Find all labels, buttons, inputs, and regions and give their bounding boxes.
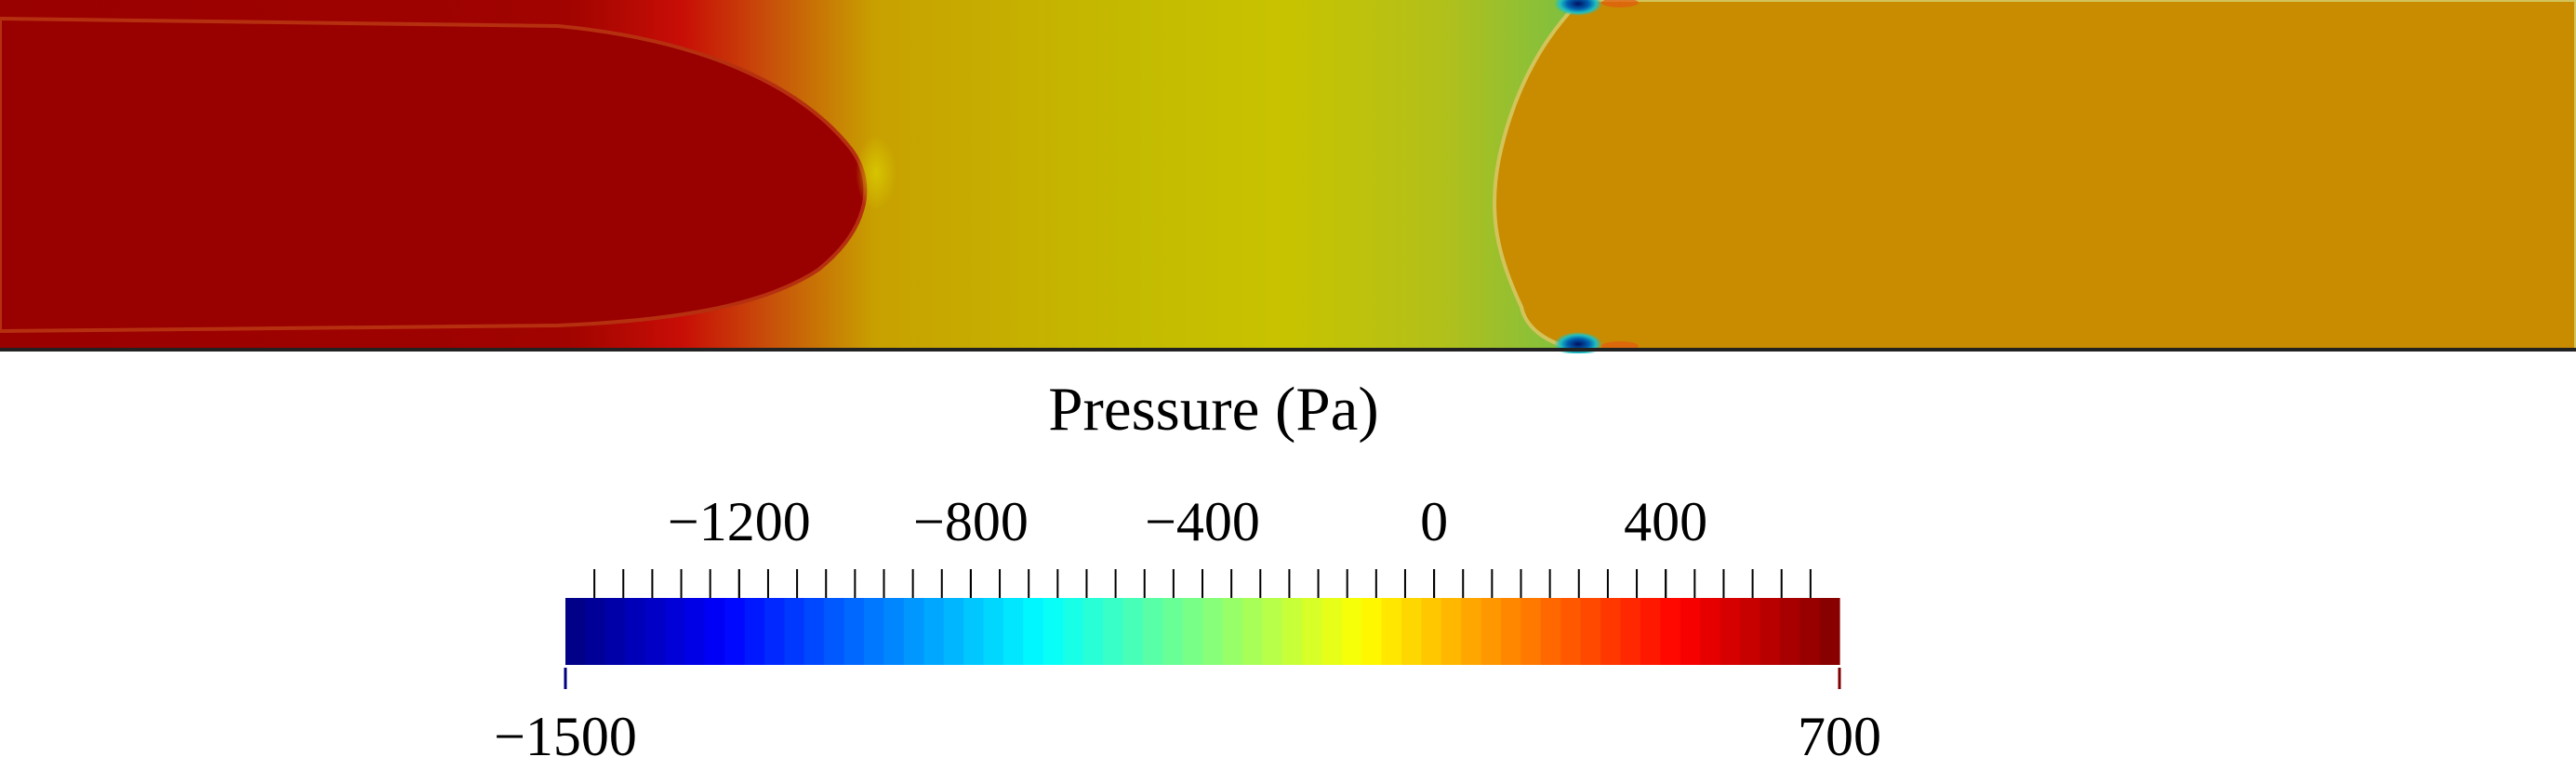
colorbar-swatch <box>1441 598 1462 665</box>
gas-bubble-right <box>1492 0 2576 352</box>
colorbar-swatch <box>704 598 725 665</box>
colorbar-swatch <box>923 598 945 665</box>
colorbar-swatch <box>1361 598 1383 665</box>
colorbar-swatch <box>864 598 885 665</box>
colorbar-swatch <box>1620 598 1641 665</box>
colorbar-swatch <box>1520 598 1542 665</box>
colorbar-swatch <box>1321 598 1343 665</box>
colorbar-swatch <box>903 598 924 665</box>
colorbar-legend: Pressure (Pa) −1200 −800 −400 0 400 −1500 70… <box>494 375 1881 767</box>
colorbar-swatches <box>565 598 1840 665</box>
colorbar-swatch <box>1222 598 1243 665</box>
colorbar-tick-label: −400 <box>1145 491 1260 552</box>
colorbar-swatch <box>1281 598 1303 665</box>
colorbar-swatch <box>1421 598 1442 665</box>
colorbar-swatch <box>1202 598 1224 665</box>
colorbar-swatch <box>665 598 686 665</box>
low-pressure-spot-top <box>1554 0 1602 16</box>
colorbar-tick-label: 400 <box>1624 491 1707 552</box>
colorbar-tick-label: 0 <box>1420 491 1448 552</box>
channel-wall <box>0 348 2576 352</box>
colorbar-swatch <box>1819 598 1840 665</box>
colorbar-min-label: −1500 <box>494 706 637 767</box>
colorbar-swatch <box>1640 598 1661 665</box>
colorbar-swatch <box>1720 598 1741 665</box>
colorbar-swatch <box>1799 598 1821 665</box>
colorbar-swatch <box>963 598 985 665</box>
colorbar-swatch <box>1700 598 1721 665</box>
colorbar-swatch <box>1262 598 1283 665</box>
colorbar-swatch <box>1122 598 1144 665</box>
colorbar-title: Pressure (Pa) <box>1048 375 1378 444</box>
colorbar-swatch <box>1680 598 1701 665</box>
colorbar-swatch <box>784 598 805 665</box>
colorbar-swatch <box>684 598 706 665</box>
colorbar-swatch <box>604 598 626 665</box>
colorbar-swatch <box>625 598 646 665</box>
colorbar-swatch <box>983 598 1004 665</box>
colorbar-swatch <box>1042 598 1064 665</box>
colorbar-swatch <box>1242 598 1263 665</box>
pressure-field-plot <box>0 0 2576 353</box>
colorbar-swatch <box>585 598 606 665</box>
colorbar-swatch <box>1381 598 1402 665</box>
colorbar-max-label: 700 <box>1798 706 1881 767</box>
colorbar-swatch <box>824 598 845 665</box>
colorbar-swatch <box>744 598 765 665</box>
colorbar-swatch <box>1063 598 1084 665</box>
colorbar-swatch <box>1003 598 1024 665</box>
gas-bubble-left <box>0 16 868 334</box>
colorbar-swatch <box>1600 598 1622 665</box>
colorbar-swatch <box>843 598 865 665</box>
colorbar-swatch <box>565 598 587 665</box>
colorbar-swatch <box>1102 598 1123 665</box>
colorbar-swatch <box>883 598 905 665</box>
colorbar-swatch <box>1660 598 1681 665</box>
colorbar-swatch <box>803 598 825 665</box>
colorbar-swatch <box>943 598 964 665</box>
colorbar-tick-label: −1200 <box>668 491 811 552</box>
colorbar-swatch <box>1779 598 1800 665</box>
colorbar-swatch <box>764 598 786 665</box>
colorbar-swatch <box>1501 598 1522 665</box>
colorbar-swatch <box>1142 598 1163 665</box>
colorbar-swatch <box>1341 598 1362 665</box>
colorbar-major-labels: −1200 −800 −400 0 400 <box>668 491 1707 552</box>
colorbar-swatch <box>1560 598 1582 665</box>
colorbar-swatch <box>1401 598 1423 665</box>
bubble-tip-highlight <box>856 136 896 210</box>
colorbar-swatch <box>1162 598 1184 665</box>
colorbar-swatch <box>1461 598 1482 665</box>
colorbar-swatch <box>1759 598 1781 665</box>
high-pressure-spot-top <box>1601 0 1639 7</box>
colorbar-swatch <box>1739 598 1760 665</box>
colorbar-swatch <box>1481 598 1502 665</box>
colorbar-swatch <box>1580 598 1601 665</box>
colorbar-swatch <box>1302 598 1323 665</box>
colorbar-swatch <box>1023 598 1044 665</box>
colorbar-swatch <box>724 598 746 665</box>
colorbar-swatch <box>644 598 666 665</box>
colorbar-swatch <box>1082 598 1104 665</box>
colorbar-swatch <box>1540 598 1561 665</box>
colorbar-tick-label: −800 <box>913 491 1029 552</box>
colorbar-swatch <box>1182 598 1203 665</box>
